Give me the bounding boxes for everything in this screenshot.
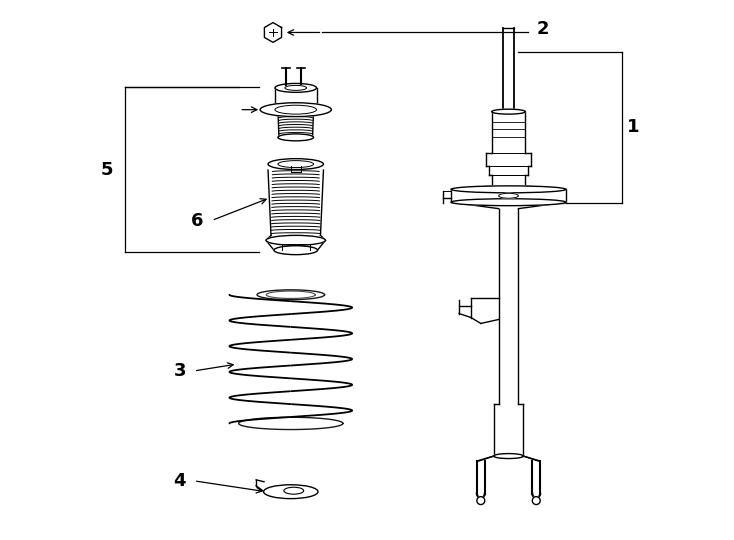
Ellipse shape [284,487,304,494]
Ellipse shape [268,159,324,170]
Ellipse shape [494,454,523,458]
Ellipse shape [274,246,318,255]
Ellipse shape [278,160,313,167]
Text: 4: 4 [173,472,186,490]
Ellipse shape [260,103,331,117]
Text: 3: 3 [173,362,186,380]
Ellipse shape [278,134,313,141]
Circle shape [477,497,484,504]
Ellipse shape [498,193,518,198]
Text: 1: 1 [628,118,640,137]
Ellipse shape [275,84,316,92]
Ellipse shape [266,235,325,245]
Ellipse shape [275,105,316,114]
Ellipse shape [492,109,526,114]
Text: 2: 2 [537,21,549,38]
Text: 6: 6 [191,212,204,230]
Ellipse shape [451,199,566,206]
Text: 5: 5 [100,160,112,179]
Polygon shape [264,23,282,42]
Ellipse shape [264,485,318,498]
Ellipse shape [285,85,307,90]
Ellipse shape [451,186,566,193]
Circle shape [532,497,540,504]
